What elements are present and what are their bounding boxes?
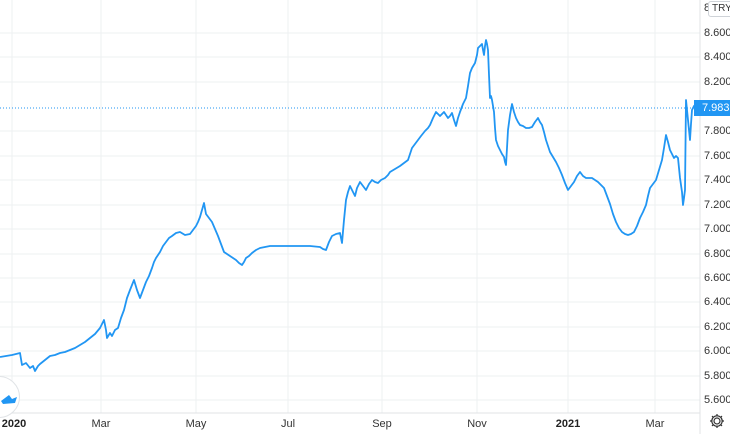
price-line (0, 39, 699, 372)
logo-glyph-icon (1, 395, 17, 404)
y-tick: 7.4000 (704, 174, 730, 186)
y-tick: 6.4000 (704, 296, 730, 308)
x-tick: 2020 (1, 418, 27, 430)
horizontal-gridlines (0, 32, 700, 401)
x-tick: May (185, 418, 207, 430)
x-tick: Jul (280, 418, 296, 430)
y-tick: 6.0000 (704, 345, 730, 357)
y-tick: 5.8000 (704, 370, 730, 382)
y-tick: 7.8000 (704, 125, 730, 137)
y-tick: 7.2000 (704, 199, 730, 211)
x-tick: 2021 (555, 418, 581, 430)
x-tick: Mar (645, 418, 665, 430)
x-tick: Nov (467, 418, 487, 430)
vertical-gridlines (11, 0, 656, 413)
y-tick: 7.6000 (704, 150, 730, 162)
y-tick: 8.6000 (704, 27, 730, 39)
x-tick: Sep (372, 418, 392, 430)
last-price-tag: 7.9832 (694, 100, 730, 116)
y-tick-top-partial: 8 (704, 2, 710, 14)
y-tick: 8.2000 (704, 76, 730, 88)
x-tick: Mar (91, 418, 111, 430)
y-tick: 7.0000 (704, 223, 730, 235)
y-tick: 6.8000 (704, 248, 730, 260)
logo-icon[interactable] (0, 376, 20, 418)
y-tick: 6.6000 (704, 272, 730, 284)
y-tick: 8.4000 (704, 51, 730, 63)
y-tick: 6.2000 (704, 321, 730, 333)
currency-badge[interactable]: TRY (708, 1, 730, 17)
y-tick: 5.6000 (704, 394, 730, 406)
gear-icon[interactable] (708, 412, 726, 430)
